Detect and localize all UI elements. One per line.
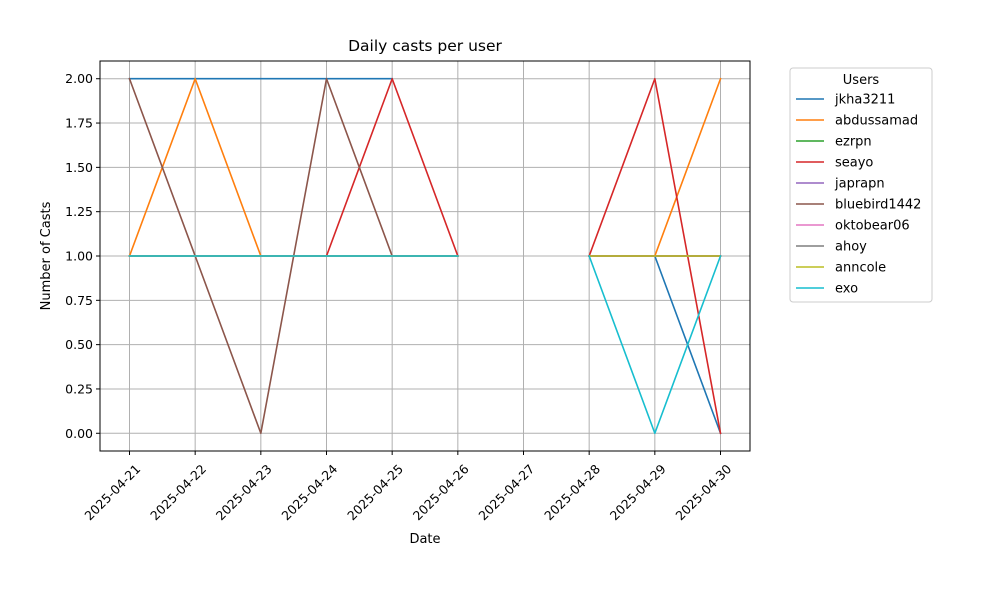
y-tick-label: 1.50 bbox=[65, 160, 93, 175]
y-tick-label: 2.00 bbox=[65, 71, 93, 86]
legend-label: ezrpn bbox=[835, 135, 872, 150]
legend-label: exo bbox=[835, 282, 858, 297]
y-axis-title: Number of Casts bbox=[39, 201, 54, 310]
y-tick-label: 1.75 bbox=[65, 116, 93, 131]
legend: Users jkha3211 abdussamad ezrpn seayo japrap… bbox=[789, 67, 933, 303]
legend-label: oktobear06 bbox=[835, 219, 910, 234]
x-axis-title: Date bbox=[409, 532, 440, 547]
series-line-exo bbox=[128, 254, 722, 435]
chart-title: Daily casts per user bbox=[348, 37, 502, 55]
legend-label: seayo bbox=[835, 156, 873, 171]
y-tick-label: 0.00 bbox=[65, 426, 93, 441]
y-tick-label: 0.50 bbox=[65, 337, 93, 352]
y-tick-label: 1.25 bbox=[65, 204, 93, 219]
legend-label: bluebird1442 bbox=[835, 198, 921, 213]
legend-label: abdussamad bbox=[835, 114, 918, 129]
series-lines bbox=[128, 77, 722, 435]
legend-items: jkha3211 abdussamad ezrpn seayo japrapn blueb… bbox=[796, 93, 921, 297]
y-tick-label: 0.75 bbox=[65, 293, 93, 308]
legend-box bbox=[789, 67, 933, 303]
legend-label: jkha3211 bbox=[834, 93, 895, 108]
legend-title: Users bbox=[843, 73, 880, 88]
legend-label: japrapn bbox=[834, 177, 885, 192]
legend-label: ahoy bbox=[835, 240, 867, 255]
y-tick-label: 1.00 bbox=[65, 249, 93, 264]
legend-label: anncole bbox=[835, 261, 886, 276]
y-tick-label: 0.25 bbox=[65, 381, 93, 396]
